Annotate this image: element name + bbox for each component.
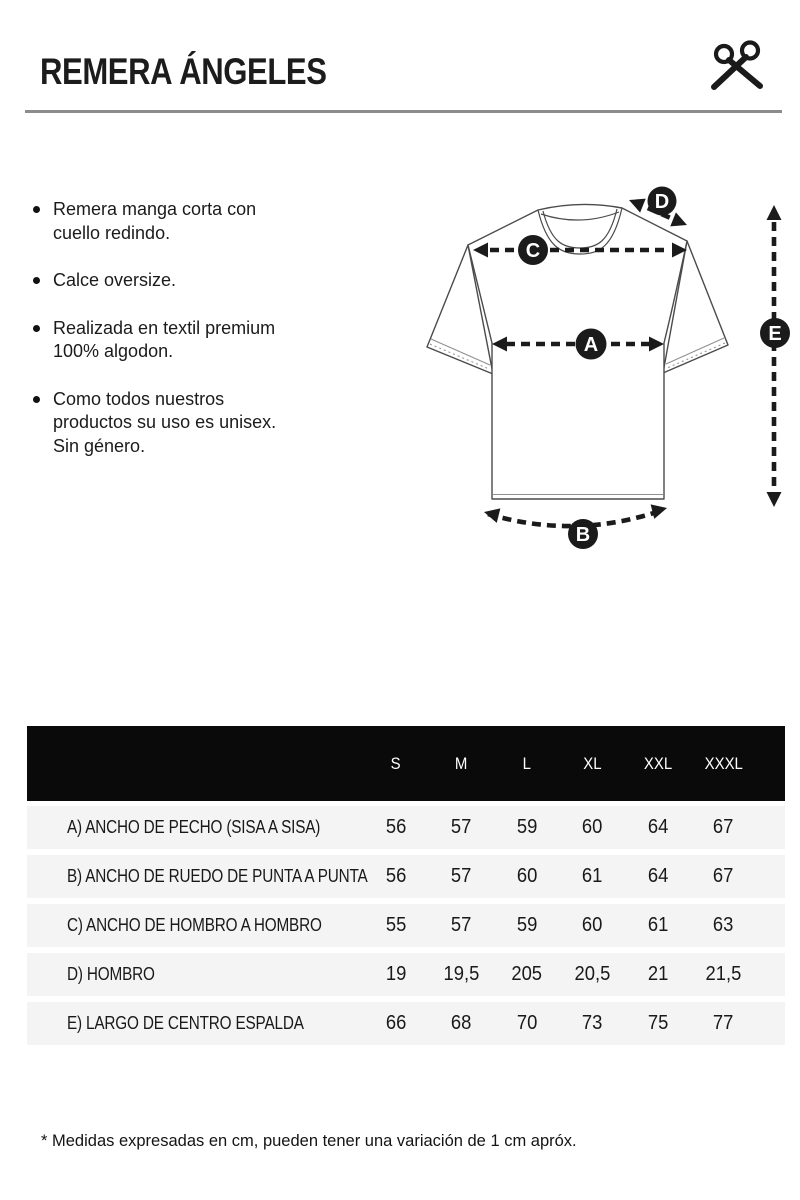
- page-title: REMERA ÁNGELES: [40, 51, 327, 92]
- title-divider: [25, 110, 782, 113]
- marker-b-circle: [568, 519, 598, 549]
- cell-value: 19: [385, 963, 406, 985]
- row-label: B) ANCHO DE RUEDO DE PUNTA A PUNTA: [67, 866, 368, 886]
- feature-item: Como todos nuestros productos su uso es …: [33, 388, 301, 459]
- feature-list: Remera manga corta con cuello redindo. C…: [33, 198, 301, 482]
- row-label: E) LARGO DE CENTRO ESPALDA: [67, 1013, 304, 1033]
- tshirt-measurement-diagram: A B C D E: [426, 186, 790, 549]
- tshirt-collar-back-seam: [540, 211, 620, 221]
- cell-value: 60: [516, 865, 537, 887]
- arrowhead-icon: [473, 242, 488, 258]
- cell-value: 66: [385, 1012, 406, 1034]
- cell-value: 67: [713, 865, 734, 887]
- feature-item: Remera manga corta con cuello redindo.: [33, 198, 301, 245]
- cell-value: 56: [385, 865, 406, 887]
- cell-value: 20,5: [574, 963, 611, 985]
- size-col-m: M: [455, 753, 468, 773]
- feature-item: Calce oversize.: [33, 269, 301, 293]
- bullet-icon: [33, 277, 40, 284]
- row-label: D) HOMBRO: [67, 964, 155, 984]
- row-label: C) ANCHO DE HOMBRO A HOMBRO: [67, 915, 322, 935]
- arrowhead-icon: [670, 212, 687, 227]
- cell-value: 77: [713, 1012, 734, 1034]
- arrowhead-icon: [629, 198, 646, 213]
- bullet-icon: [33, 395, 40, 403]
- arrowhead-icon: [672, 242, 687, 258]
- feature-item: Realizada en textil premium 100% algodon…: [33, 317, 301, 364]
- size-table: S M L XL XXL XXXL A) ANCHO DE PECHO (SIS…: [27, 726, 785, 1051]
- feature-text: Realizada en textil premium 100% algodon…: [53, 317, 276, 362]
- feature-text: Calce oversize.: [53, 270, 177, 290]
- cell-value: 21: [647, 963, 668, 985]
- size-col-s: S: [390, 753, 401, 773]
- marker-e-circle: [760, 318, 790, 348]
- bullet-icon: [33, 324, 40, 332]
- table-row: A) ANCHO DE PECHO (SISA A SISA) 56 57 59…: [27, 806, 785, 849]
- marker-e-label: E: [768, 323, 781, 345]
- marker-a-circle: [575, 328, 607, 360]
- bullet-icon: [33, 206, 40, 213]
- marker-c-circle: [518, 235, 548, 265]
- size-col-l: L: [522, 753, 531, 773]
- marker-c-label: C: [526, 240, 540, 262]
- feature-text: Remera manga corta con cuello redindo.: [53, 199, 257, 243]
- cell-value: 21,5: [705, 963, 742, 985]
- cell-value: 55: [385, 914, 406, 936]
- tshirt-left-sleeve: [426, 244, 494, 375]
- cell-value: 63: [713, 914, 734, 936]
- marker-a-label: A: [584, 334, 598, 356]
- cell-value: 19,5: [443, 963, 480, 985]
- cell-value: 57: [451, 816, 472, 838]
- marker-d-label: D: [655, 191, 669, 213]
- cell-value: 70: [516, 1012, 537, 1034]
- tshirt-right-sleeve: [662, 240, 729, 374]
- arrowhead-icon: [650, 504, 667, 519]
- cell-value: 59: [516, 914, 537, 936]
- scissors-icon: [711, 40, 763, 90]
- cell-value: 75: [647, 1012, 668, 1034]
- table-row: E) LARGO DE CENTRO ESPALDA 66 68 70 73 7…: [27, 1002, 785, 1045]
- arrowhead-icon: [649, 336, 664, 352]
- cell-value: 60: [582, 816, 603, 838]
- cell-value: 61: [647, 914, 668, 936]
- cell-value: 205: [511, 963, 543, 985]
- arrowhead-icon: [766, 492, 782, 507]
- measure-line-b: [487, 507, 664, 529]
- cell-value: 67: [713, 816, 734, 838]
- table-row: D) HOMBRO 19 19,5 205 20,5 21 21,5: [27, 953, 785, 996]
- cell-value: 56: [385, 816, 406, 838]
- arrowhead-icon: [484, 508, 501, 523]
- cell-value: 57: [451, 914, 472, 936]
- tshirt-body: [467, 203, 688, 500]
- table-row: C) ANCHO DE HOMBRO A HOMBRO 55 57 59 60 …: [27, 904, 785, 947]
- size-col-xxxl: XXXL: [704, 753, 743, 773]
- marker-b-label: B: [576, 524, 590, 546]
- arrowhead-icon: [766, 205, 782, 220]
- cell-value: 64: [647, 865, 668, 887]
- size-table-header: S M L XL XXL XXXL: [27, 726, 785, 801]
- cell-value: 60: [582, 914, 603, 936]
- marker-d-circle: [647, 186, 677, 216]
- cell-value: 59: [516, 816, 537, 838]
- cell-value: 73: [582, 1012, 603, 1034]
- size-col-xl: XL: [583, 753, 602, 773]
- cell-value: 68: [451, 1012, 472, 1034]
- row-label: A) ANCHO DE PECHO (SISA A SISA): [67, 817, 321, 837]
- cell-value: 61: [582, 865, 603, 887]
- size-col-xxl: XXL: [643, 753, 672, 773]
- arrowhead-icon: [492, 336, 507, 352]
- tshirt-collar-outer: [537, 207, 623, 255]
- feature-text: Como todos nuestros productos su uso es …: [53, 388, 277, 456]
- cell-value: 57: [451, 865, 472, 887]
- measurement-disclaimer: * Medidas expresadas en cm, pueden tener…: [41, 1132, 577, 1150]
- cell-value: 64: [647, 816, 668, 838]
- table-row: B) ANCHO DE RUEDO DE PUNTA A PUNTA 56 57…: [27, 855, 785, 898]
